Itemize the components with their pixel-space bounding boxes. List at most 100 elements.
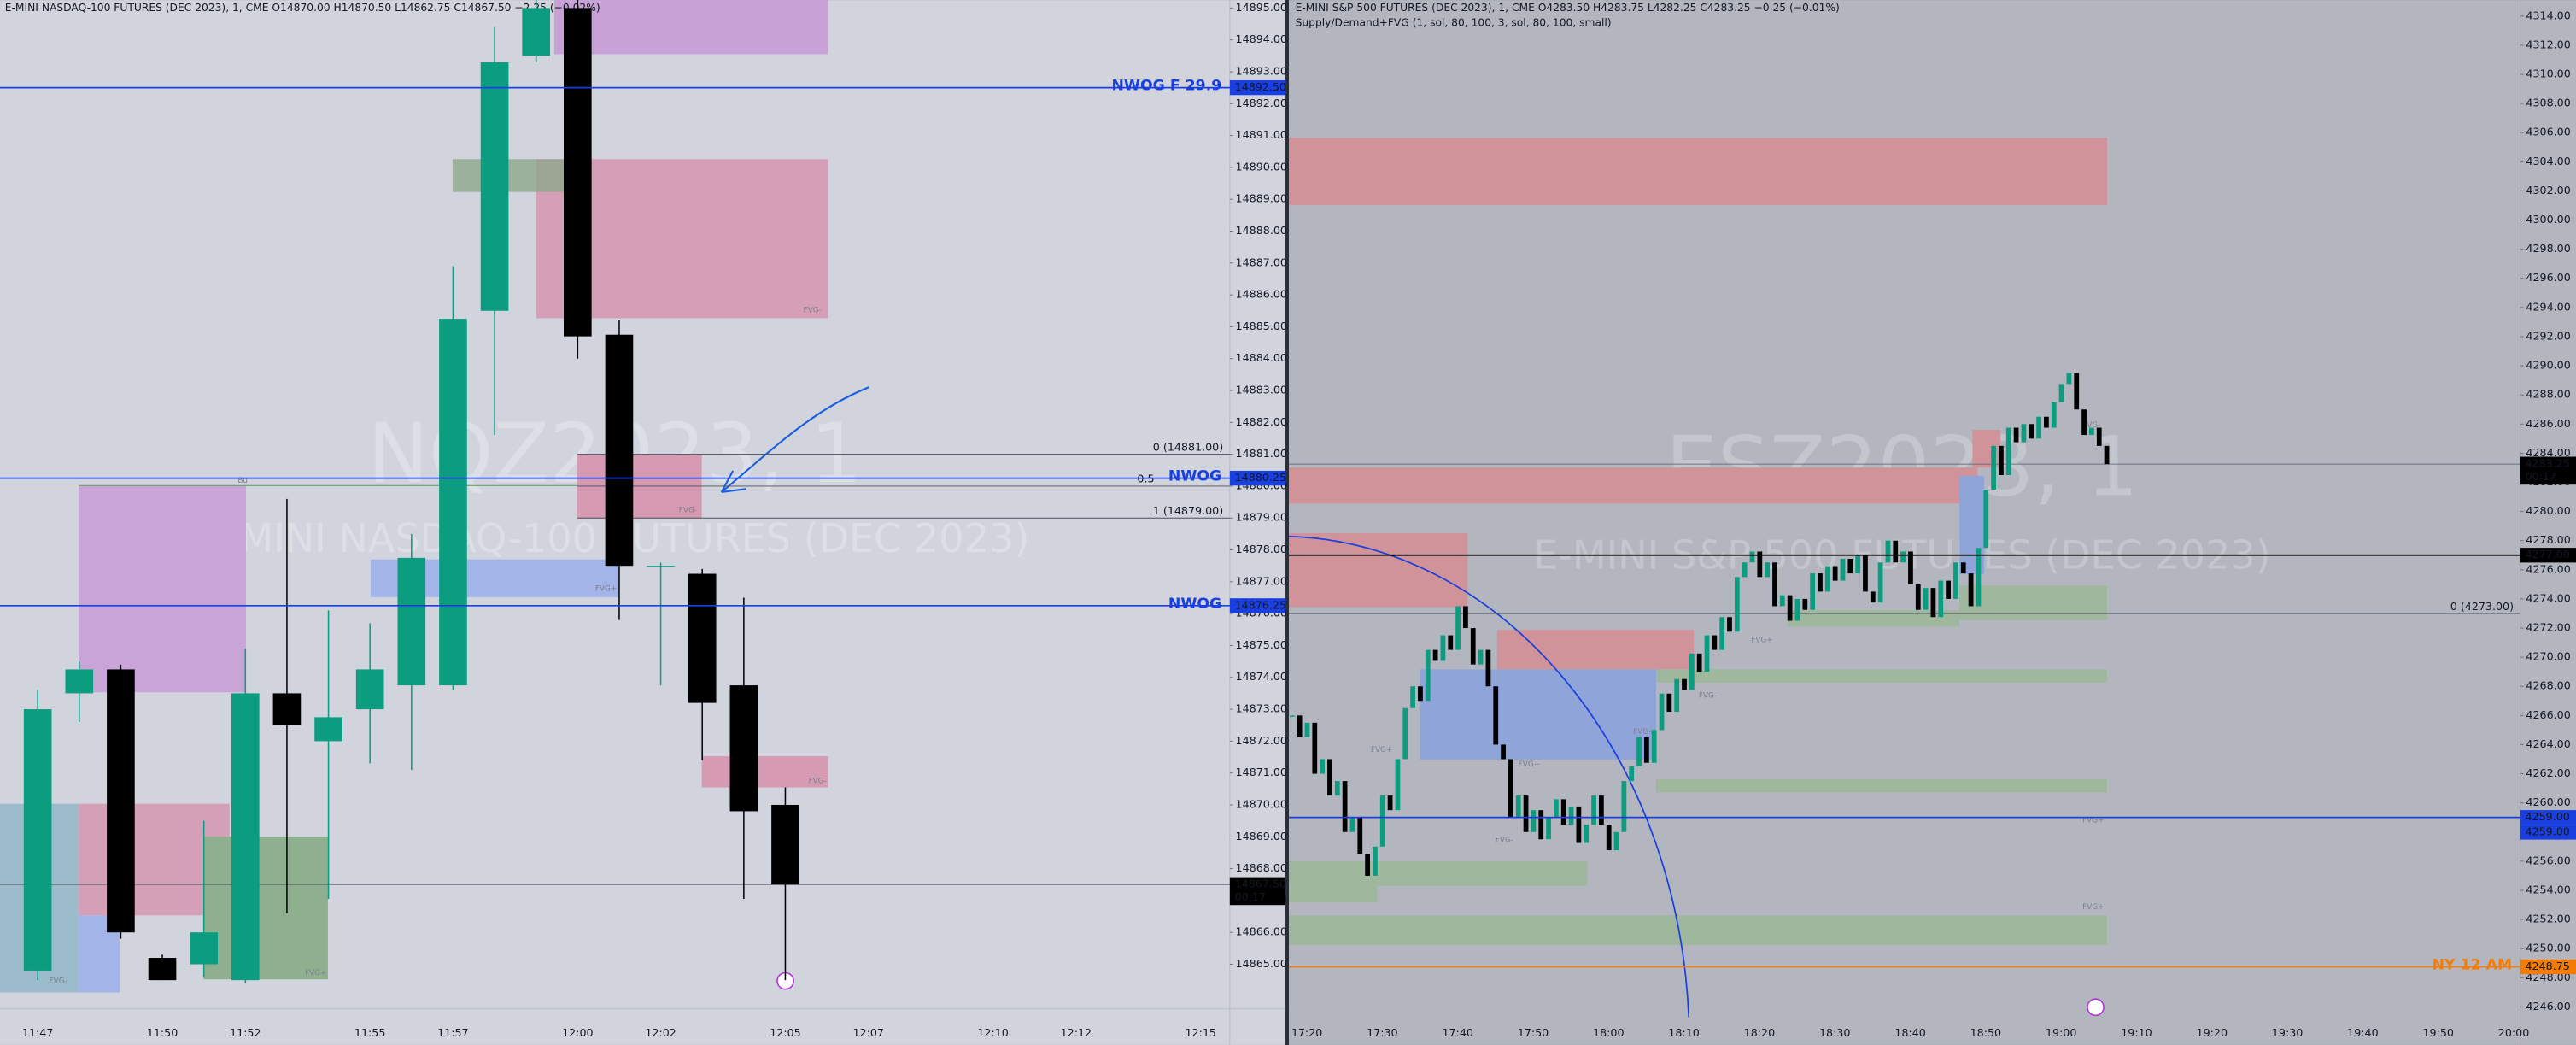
zone-label: FVG-: [1496, 836, 1513, 844]
y-tick-label: 14889.00: [1236, 192, 1287, 205]
candle-body: [1734, 577, 1740, 632]
level-label: NY 12 AM: [2433, 957, 2513, 974]
zone: [1655, 778, 2107, 793]
candle-body: [1824, 566, 1830, 592]
zone-label: Bu: [237, 477, 248, 485]
price-tag-label: 4248.75: [2525, 960, 2569, 972]
x-tick-label: 19:30: [2272, 1026, 2303, 1039]
candle-body: [1395, 759, 1401, 811]
y-tick-label: 4302.00: [2526, 184, 2570, 197]
y-tick-label: 4260.00: [2526, 795, 2570, 808]
zone: [1787, 610, 1960, 627]
candle-body: [1448, 635, 1454, 650]
candle-body: [23, 709, 52, 971]
candle-body: [1885, 540, 1891, 563]
candle-body: [1478, 649, 1484, 665]
countdown: 00:17: [1235, 890, 1266, 903]
candle-body: [1832, 566, 1838, 581]
candle-body: [1312, 722, 1318, 774]
y-tick-label: 14877.00: [1236, 574, 1287, 587]
zone: [203, 837, 328, 980]
candle-body: [1342, 781, 1348, 832]
candle-body: [1915, 584, 1921, 610]
drawn-arrow: [720, 386, 869, 494]
y-tick-label: 14866.00: [1236, 925, 1287, 938]
zone-labels: FVG- FVG+ FVG- FVG+ FVG+ FVG+ FVG- FVG+ …: [1371, 421, 2105, 912]
candle-body: [1847, 559, 1853, 574]
x-tick-label: 17:40: [1442, 1026, 1472, 1039]
candle-body: [605, 334, 634, 567]
zone-label: FVG-: [804, 306, 822, 314]
x-tick-label: 18:00: [1593, 1026, 1624, 1039]
candle-body: [1621, 781, 1627, 832]
candle-body: [1953, 562, 1958, 599]
x-tick-label: 11:55: [354, 1026, 385, 1039]
candle-body: [1696, 653, 1702, 672]
candle-body: [190, 932, 218, 965]
candle-body: [1870, 591, 1876, 603]
candle-body: [2029, 424, 2034, 439]
candle-body: [1659, 693, 1665, 731]
candle-body: [1666, 693, 1672, 713]
x-tick-label: 17:50: [1518, 1026, 1549, 1039]
candle-body: [1742, 562, 1748, 578]
candle-body: [1560, 799, 1566, 825]
candle-body: [1591, 795, 1596, 825]
candle-body: [1727, 617, 1732, 632]
candle-body: [647, 566, 675, 567]
price-tag: [2520, 810, 2576, 825]
y-tick-label: 14893.00: [1236, 64, 1287, 77]
candle-body: [1410, 686, 1415, 708]
price-tag: [2520, 456, 2576, 485]
zone: [553, 0, 828, 55]
price-tag-label: 14880.25: [1235, 471, 1286, 484]
candle-body: [1794, 598, 1800, 621]
x-tick-label: 18:50: [1970, 1026, 2001, 1039]
y-tick-label: 14891.00: [1236, 128, 1287, 141]
candle-body: [2096, 427, 2102, 446]
x-tick-label: 12:10: [977, 1026, 1008, 1039]
price-tag-label: 14867.50: [1235, 878, 1286, 890]
x-tick-label: 12:12: [1061, 1026, 1092, 1039]
event-icon: [2087, 998, 2105, 1017]
y-tick-label: 4288.00: [2526, 388, 2570, 401]
candle-body: [1863, 555, 1868, 592]
candle-body: [1877, 562, 1883, 603]
y-tick-label: 4256.00: [2526, 854, 2570, 866]
candle-body: [480, 62, 509, 311]
zone-label: FVG+: [1371, 746, 1392, 754]
x-tick-label: 18:40: [1894, 1026, 1925, 1039]
candle-body: [2089, 427, 2094, 436]
zone-label: FVG+: [595, 585, 617, 594]
y-tick-label: 4308.00: [2526, 97, 2570, 109]
zone-label: FVG-: [2082, 421, 2100, 430]
candle-body: [2104, 445, 2110, 465]
price-tag: [2520, 825, 2576, 840]
candle-body: [1463, 606, 1468, 629]
y-tick-label: 4304.00: [2526, 155, 2570, 167]
candle-body: [1349, 817, 1355, 832]
y-tick-label: 14883.00: [1236, 384, 1287, 396]
candle-body: [1584, 825, 1590, 843]
candle-body: [1999, 445, 2004, 475]
x-tick-label: 11:50: [147, 1026, 178, 1039]
candle-body: [2051, 402, 2057, 428]
y-tick-label: 4264.00: [2526, 737, 2570, 750]
x-tick-label: 19:50: [2422, 1026, 2453, 1039]
zone: [1288, 532, 1468, 608]
candle-body: [355, 669, 384, 710]
x-tick-label: 20:00: [2498, 1026, 2529, 1039]
y-tick-label: 14879.00: [1236, 511, 1287, 524]
zone: [1288, 467, 1978, 504]
price-tag: [2520, 548, 2576, 563]
fib-label: 1 (14879.00): [1153, 504, 1223, 517]
y-tick-label: 4310.00: [2526, 68, 2570, 80]
zones: [1288, 138, 2107, 1018]
candle-body: [1508, 759, 1513, 818]
zone: [1288, 860, 1588, 886]
zone-label: FVG+: [305, 969, 326, 977]
y-tick-label: 14890.00: [1236, 160, 1287, 173]
candle-body: [1297, 715, 1303, 737]
y-tick-label: 4266.00: [2526, 708, 2570, 721]
price-tag: [1229, 877, 1286, 906]
